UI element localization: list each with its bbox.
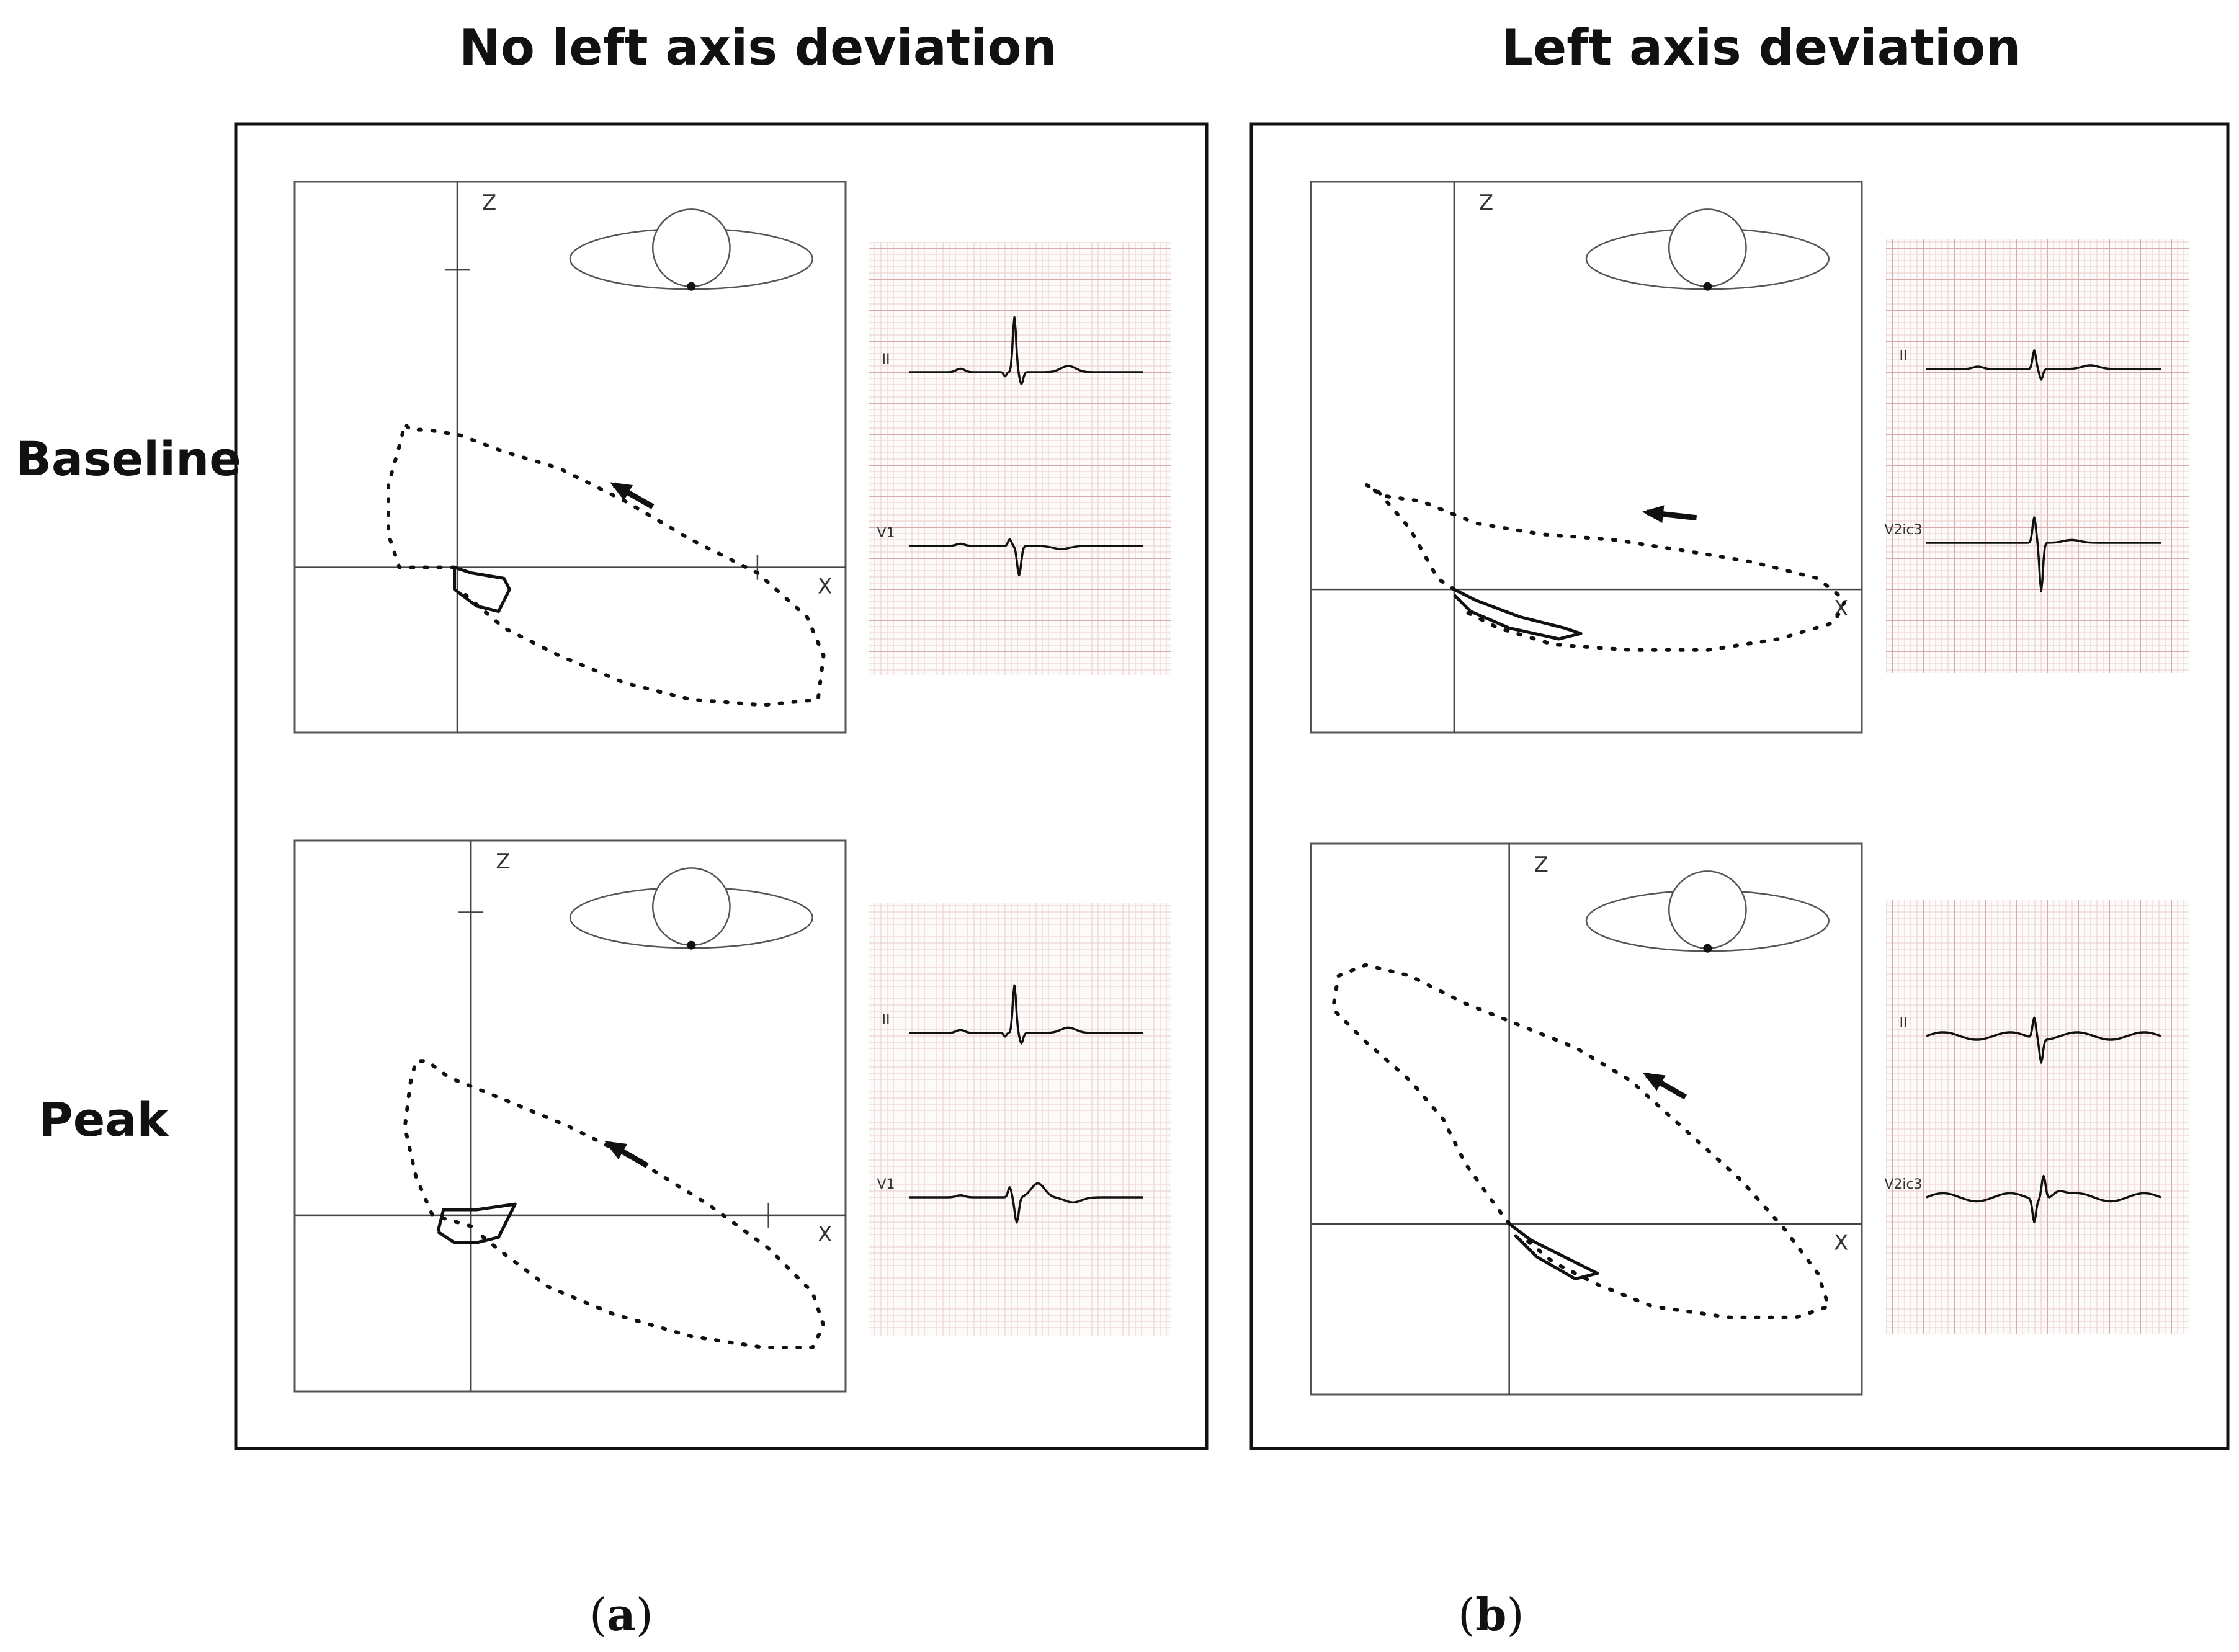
vcg-panel-a-peak: Z X II V1 <box>293 839 1171 1393</box>
heart-outline-icon <box>651 867 731 946</box>
vcg-loop-solid <box>453 566 511 614</box>
vcg-plot-frame <box>293 839 847 1393</box>
x-axis-label: X <box>1834 1231 1848 1256</box>
electrode-dot-icon <box>1703 282 1712 291</box>
vcg-plot-frame <box>1310 842 1863 1396</box>
vcg-loop-dotted <box>1331 963 1831 1319</box>
electrode-dot-icon <box>687 282 696 291</box>
vcg-panel-b-peak: Z X II V2ic3 <box>1310 842 2189 1396</box>
vcg-loop-dotted <box>403 1059 826 1349</box>
direction-arrow-icon <box>1642 1072 1666 1091</box>
ecg-trace-0 <box>1926 349 2161 381</box>
column-title-no-lad: No left axis deviation <box>459 19 1057 76</box>
caption-b: (b) <box>1458 1588 1524 1641</box>
vcg-loop-solid <box>1508 1222 1599 1280</box>
ecg-trace-1 <box>1926 516 2161 592</box>
direction-arrow-icon <box>1642 505 1665 524</box>
vcg-loop-dotted <box>1365 483 1848 652</box>
z-axis-label: Z <box>496 849 510 874</box>
ecg-lead-label: V2ic3 <box>1884 522 1922 538</box>
ecg-grid <box>869 242 1171 675</box>
direction-arrow-icon <box>610 482 633 501</box>
z-axis-label: Z <box>1479 190 1493 215</box>
panel-frame-b <box>1249 122 2230 1450</box>
panel-frame-a <box>234 122 1209 1450</box>
z-axis-label: Z <box>482 190 496 215</box>
ecg-grid <box>1886 900 2189 1334</box>
caption-a: (a) <box>589 1588 653 1641</box>
ecg-lead-label: II <box>882 352 890 367</box>
direction-arrow-icon <box>604 1141 628 1159</box>
row-label-peak: Peak <box>38 1092 169 1147</box>
electrode-dot-icon <box>687 940 696 950</box>
vcg-plot-frame <box>1310 181 1863 734</box>
ecg-trace-1 <box>909 538 1143 577</box>
ecg-lead-label: V2ic3 <box>1884 1177 1922 1192</box>
vcg-loop-dotted <box>387 420 826 707</box>
heart-outline-icon <box>1668 208 1747 287</box>
ecg-trace-1 <box>909 1182 1143 1224</box>
ecg-grid <box>1886 239 2189 673</box>
vcg-loop-solid <box>436 1202 517 1244</box>
ecg-lead-label: II <box>1900 349 1908 364</box>
x-axis-label: X <box>818 574 832 599</box>
x-axis-label: X <box>818 1222 832 1247</box>
ecg-lead-label: V1 <box>877 1177 895 1192</box>
z-axis-label: Z <box>1534 852 1549 877</box>
row-label-baseline: Baseline <box>16 431 241 486</box>
ecg-trace-0 <box>909 316 1143 386</box>
ecg-lead-label: II <box>1900 1016 1908 1031</box>
ecg-grid <box>869 903 1171 1336</box>
ecg-lead-label: II <box>882 1012 890 1028</box>
heart-outline-icon <box>1668 870 1747 949</box>
ecg-trace-0 <box>1926 1016 2161 1064</box>
ecg-trace-0 <box>909 984 1143 1045</box>
heart-outline-icon <box>651 208 731 287</box>
electrode-dot-icon <box>1703 944 1712 953</box>
ecg-trace-1 <box>1926 1174 2161 1223</box>
ecg-lead-label: V1 <box>877 525 895 541</box>
column-title-lad: Left axis deviation <box>1501 19 2021 76</box>
vcg-plot-frame <box>293 181 847 734</box>
vcg-panel-a-baseline: Z X II V1 <box>293 181 1171 734</box>
vcg-loop-solid <box>1453 587 1583 641</box>
